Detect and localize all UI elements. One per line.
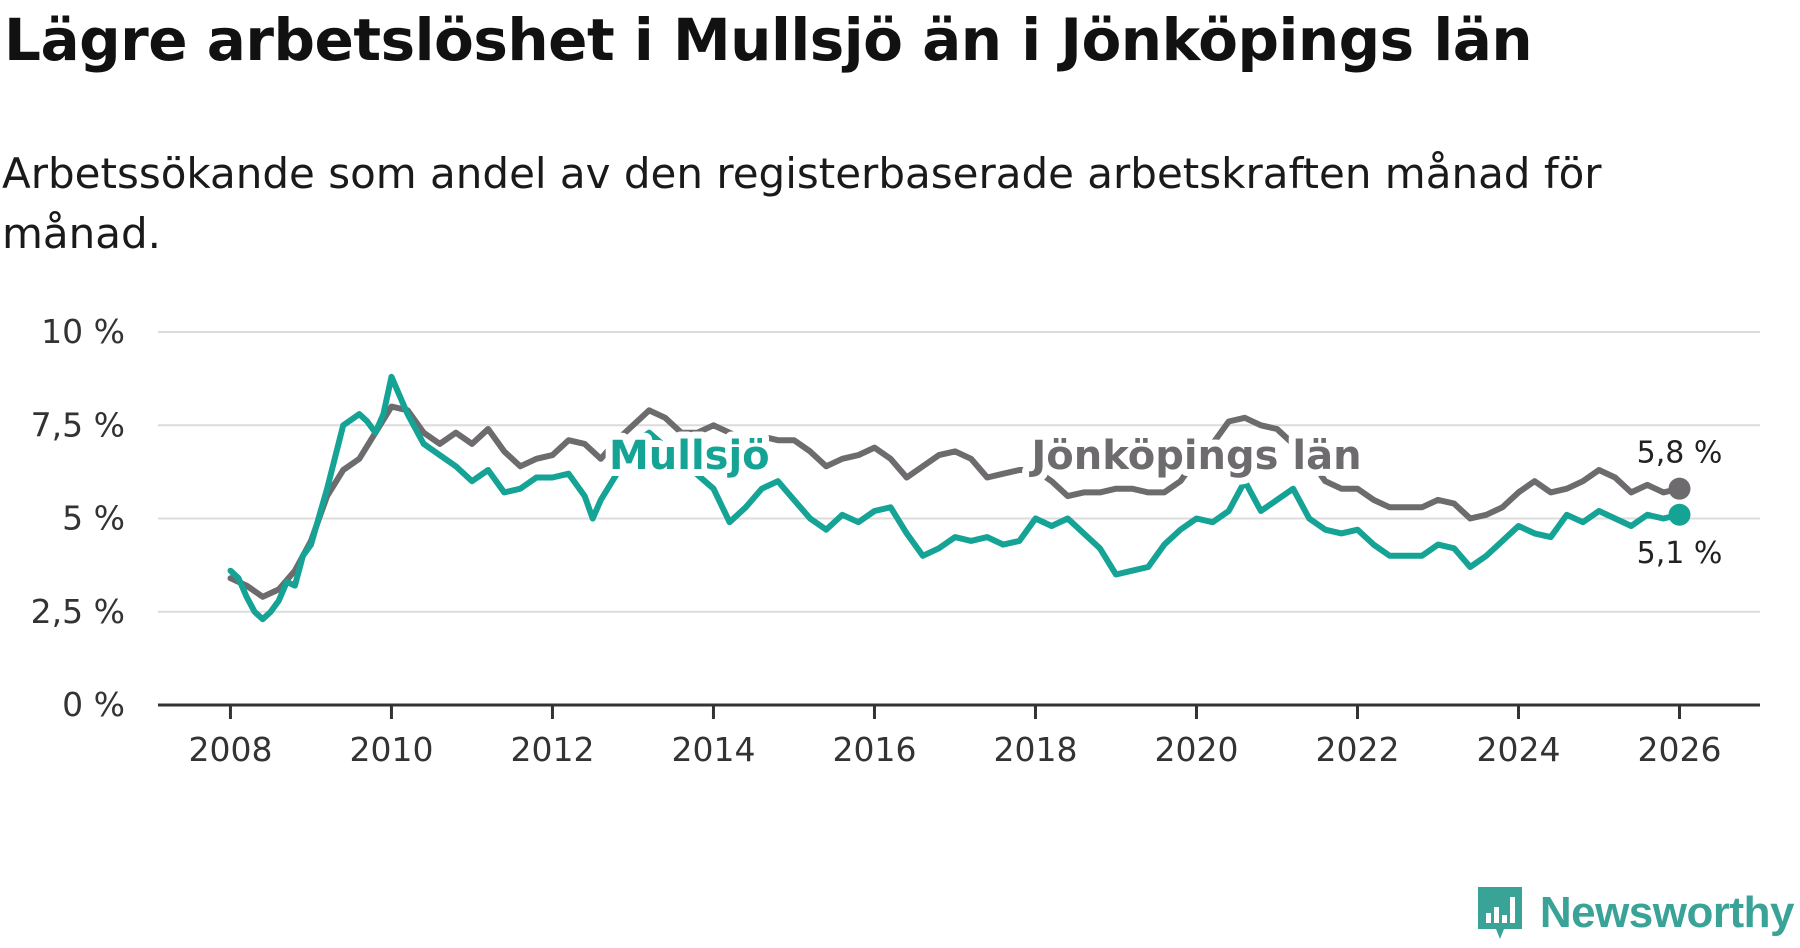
- y-tick-label: 5 %: [62, 499, 125, 538]
- chart-subtitle: Arbetssökande som andel av den registerb…: [2, 149, 1602, 258]
- x-tick-label: 2012: [510, 730, 594, 769]
- y-tick-label: 7,5 %: [31, 405, 125, 444]
- series-line-mullsjo: [227, 373, 1683, 623]
- x-tick-label: 2020: [1154, 730, 1238, 769]
- x-tick-label: 2022: [1315, 730, 1399, 769]
- x-tick-label: 2026: [1638, 730, 1722, 769]
- logo-text: Newsworthy: [1539, 888, 1795, 937]
- newsworthy-logo: Newsworthy: [1474, 878, 1795, 948]
- x-tick-label: 2024: [1477, 730, 1561, 769]
- y-tick-label: 10 %: [41, 312, 125, 351]
- x-tick-label: 2010: [349, 730, 433, 769]
- end-point-jonkopings-lan: [1668, 477, 1691, 500]
- x-tick-label: 2018: [993, 730, 1077, 769]
- bar-chart-icon: [1477, 887, 1522, 939]
- chart-title: Lägre arbetslöshet i Mullsjö än i Jönköp…: [4, 6, 1533, 74]
- end-value-mullsjo: 5,1 %: [1637, 536, 1723, 571]
- x-tick-label: 2014: [671, 730, 755, 769]
- x-tick-label: 2008: [188, 730, 272, 769]
- end-value-jonkopings-lan: 5,8 %: [1637, 436, 1723, 471]
- y-tick-label: 2,5 %: [31, 592, 125, 631]
- series-label-mullsjo: Mullsjö: [609, 433, 770, 479]
- x-tick-label: 2016: [832, 730, 916, 769]
- series-label-jonkopings-lan: Jönköpings län: [1028, 433, 1361, 479]
- y-tick-label: 0 %: [62, 685, 125, 724]
- end-point-mullsjo: [1668, 503, 1691, 526]
- series-line-jonkopings-lan: [227, 403, 1683, 600]
